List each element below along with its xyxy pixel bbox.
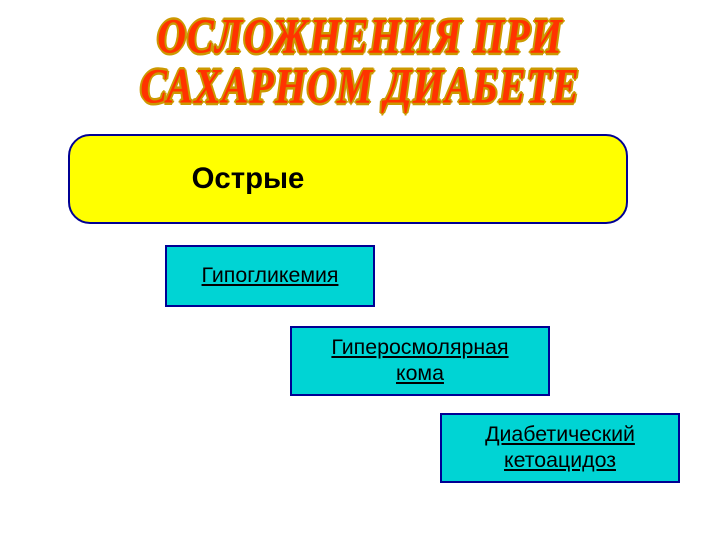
header-label: Острые xyxy=(192,162,305,196)
node-hypoglycemia-label: Гипогликемия xyxy=(202,263,339,289)
title-line-2: САХАРНОМ ДИАБЕТЕ xyxy=(0,56,720,115)
header-box: Острые xyxy=(68,134,628,224)
node-diabetic-ketoacidosis-label: Диабетический кетоацидоз xyxy=(485,422,635,473)
node-hyperosmolar-coma: Гиперосмолярная кома xyxy=(290,326,550,396)
node-hypoglycemia: Гипогликемия xyxy=(165,245,375,307)
node-diabetic-ketoacidosis: Диабетический кетоацидоз xyxy=(440,413,680,483)
node-hyperosmolar-coma-label: Гиперосмолярная кома xyxy=(331,335,508,386)
